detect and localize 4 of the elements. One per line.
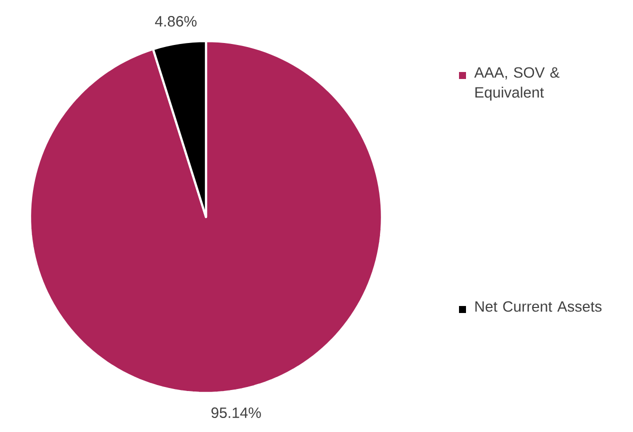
legend-label: Net Current Assets	[475, 301, 602, 312]
legend-label: AAA, SOV & Equivalent	[474, 67, 560, 101]
data-label: 4.86%	[155, 16, 197, 27]
data-label: 95.14%	[211, 407, 261, 418]
